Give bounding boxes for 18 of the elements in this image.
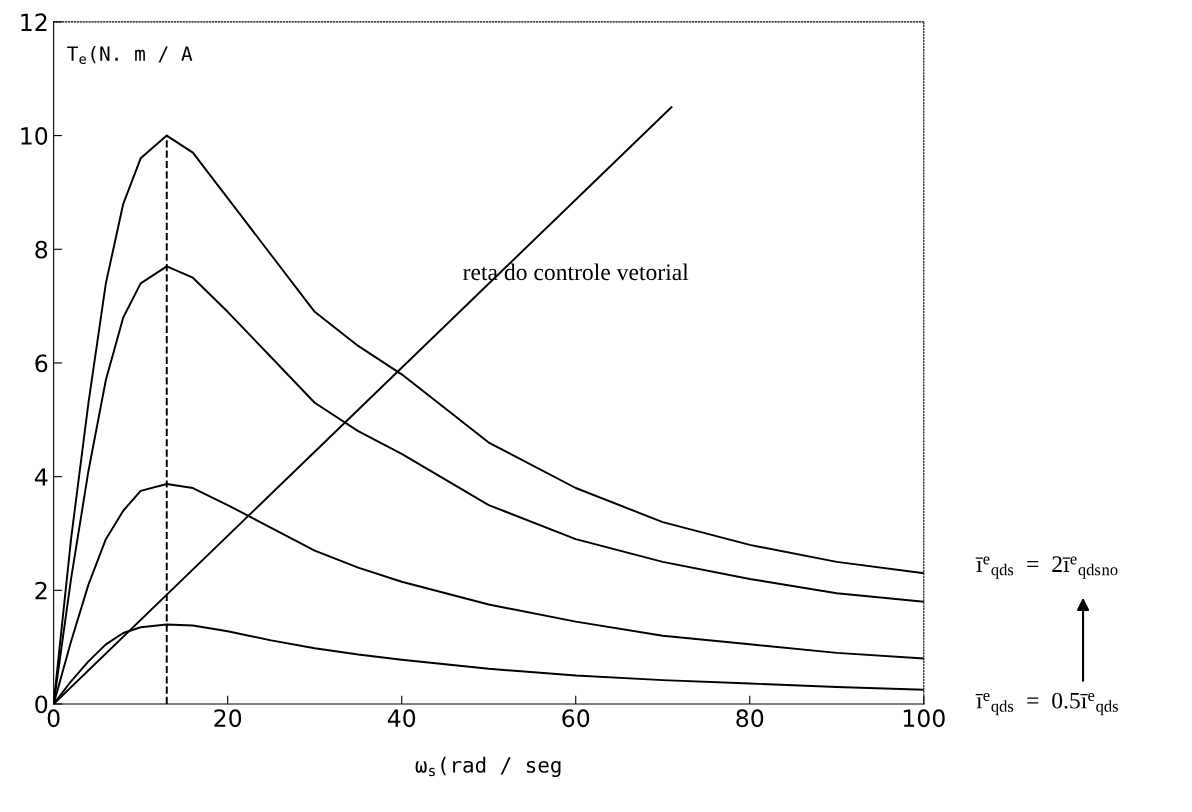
y-axis-title: T$_{e}$(N. m / A bbox=[67, 45, 193, 65]
x-tick-label: 60 bbox=[562, 709, 590, 728]
y-tick-label: 12 bbox=[21, 13, 47, 31]
y-tick-label: 0 bbox=[35, 695, 48, 714]
text: ī$^{e}$$_{qds}$ = 0.5ī$^{e}$$_{qds}$ bbox=[975, 692, 1118, 716]
x-tick-label: 20 bbox=[214, 709, 242, 728]
x-tick-label: 40 bbox=[387, 709, 416, 728]
x-tick-label: 80 bbox=[736, 709, 764, 728]
x-tick-label: 0 bbox=[47, 709, 60, 728]
annotation: reta do controle vetorial bbox=[463, 263, 689, 281]
y-tick-label: 4 bbox=[34, 468, 48, 486]
y-tick-label: 6 bbox=[35, 354, 48, 373]
x-tick-label: 100 bbox=[903, 709, 945, 728]
x-axis-title: ω$_{s}$(rad / seg bbox=[415, 756, 561, 778]
y-tick-label: 2 bbox=[35, 581, 47, 600]
y-tick-label: 8 bbox=[35, 240, 48, 259]
y-tick-label: 10 bbox=[21, 127, 48, 145]
text: ī$^{e}$$_{qds}$ = 2ī$^{e}$$_{qdsno}$ bbox=[975, 556, 1118, 579]
